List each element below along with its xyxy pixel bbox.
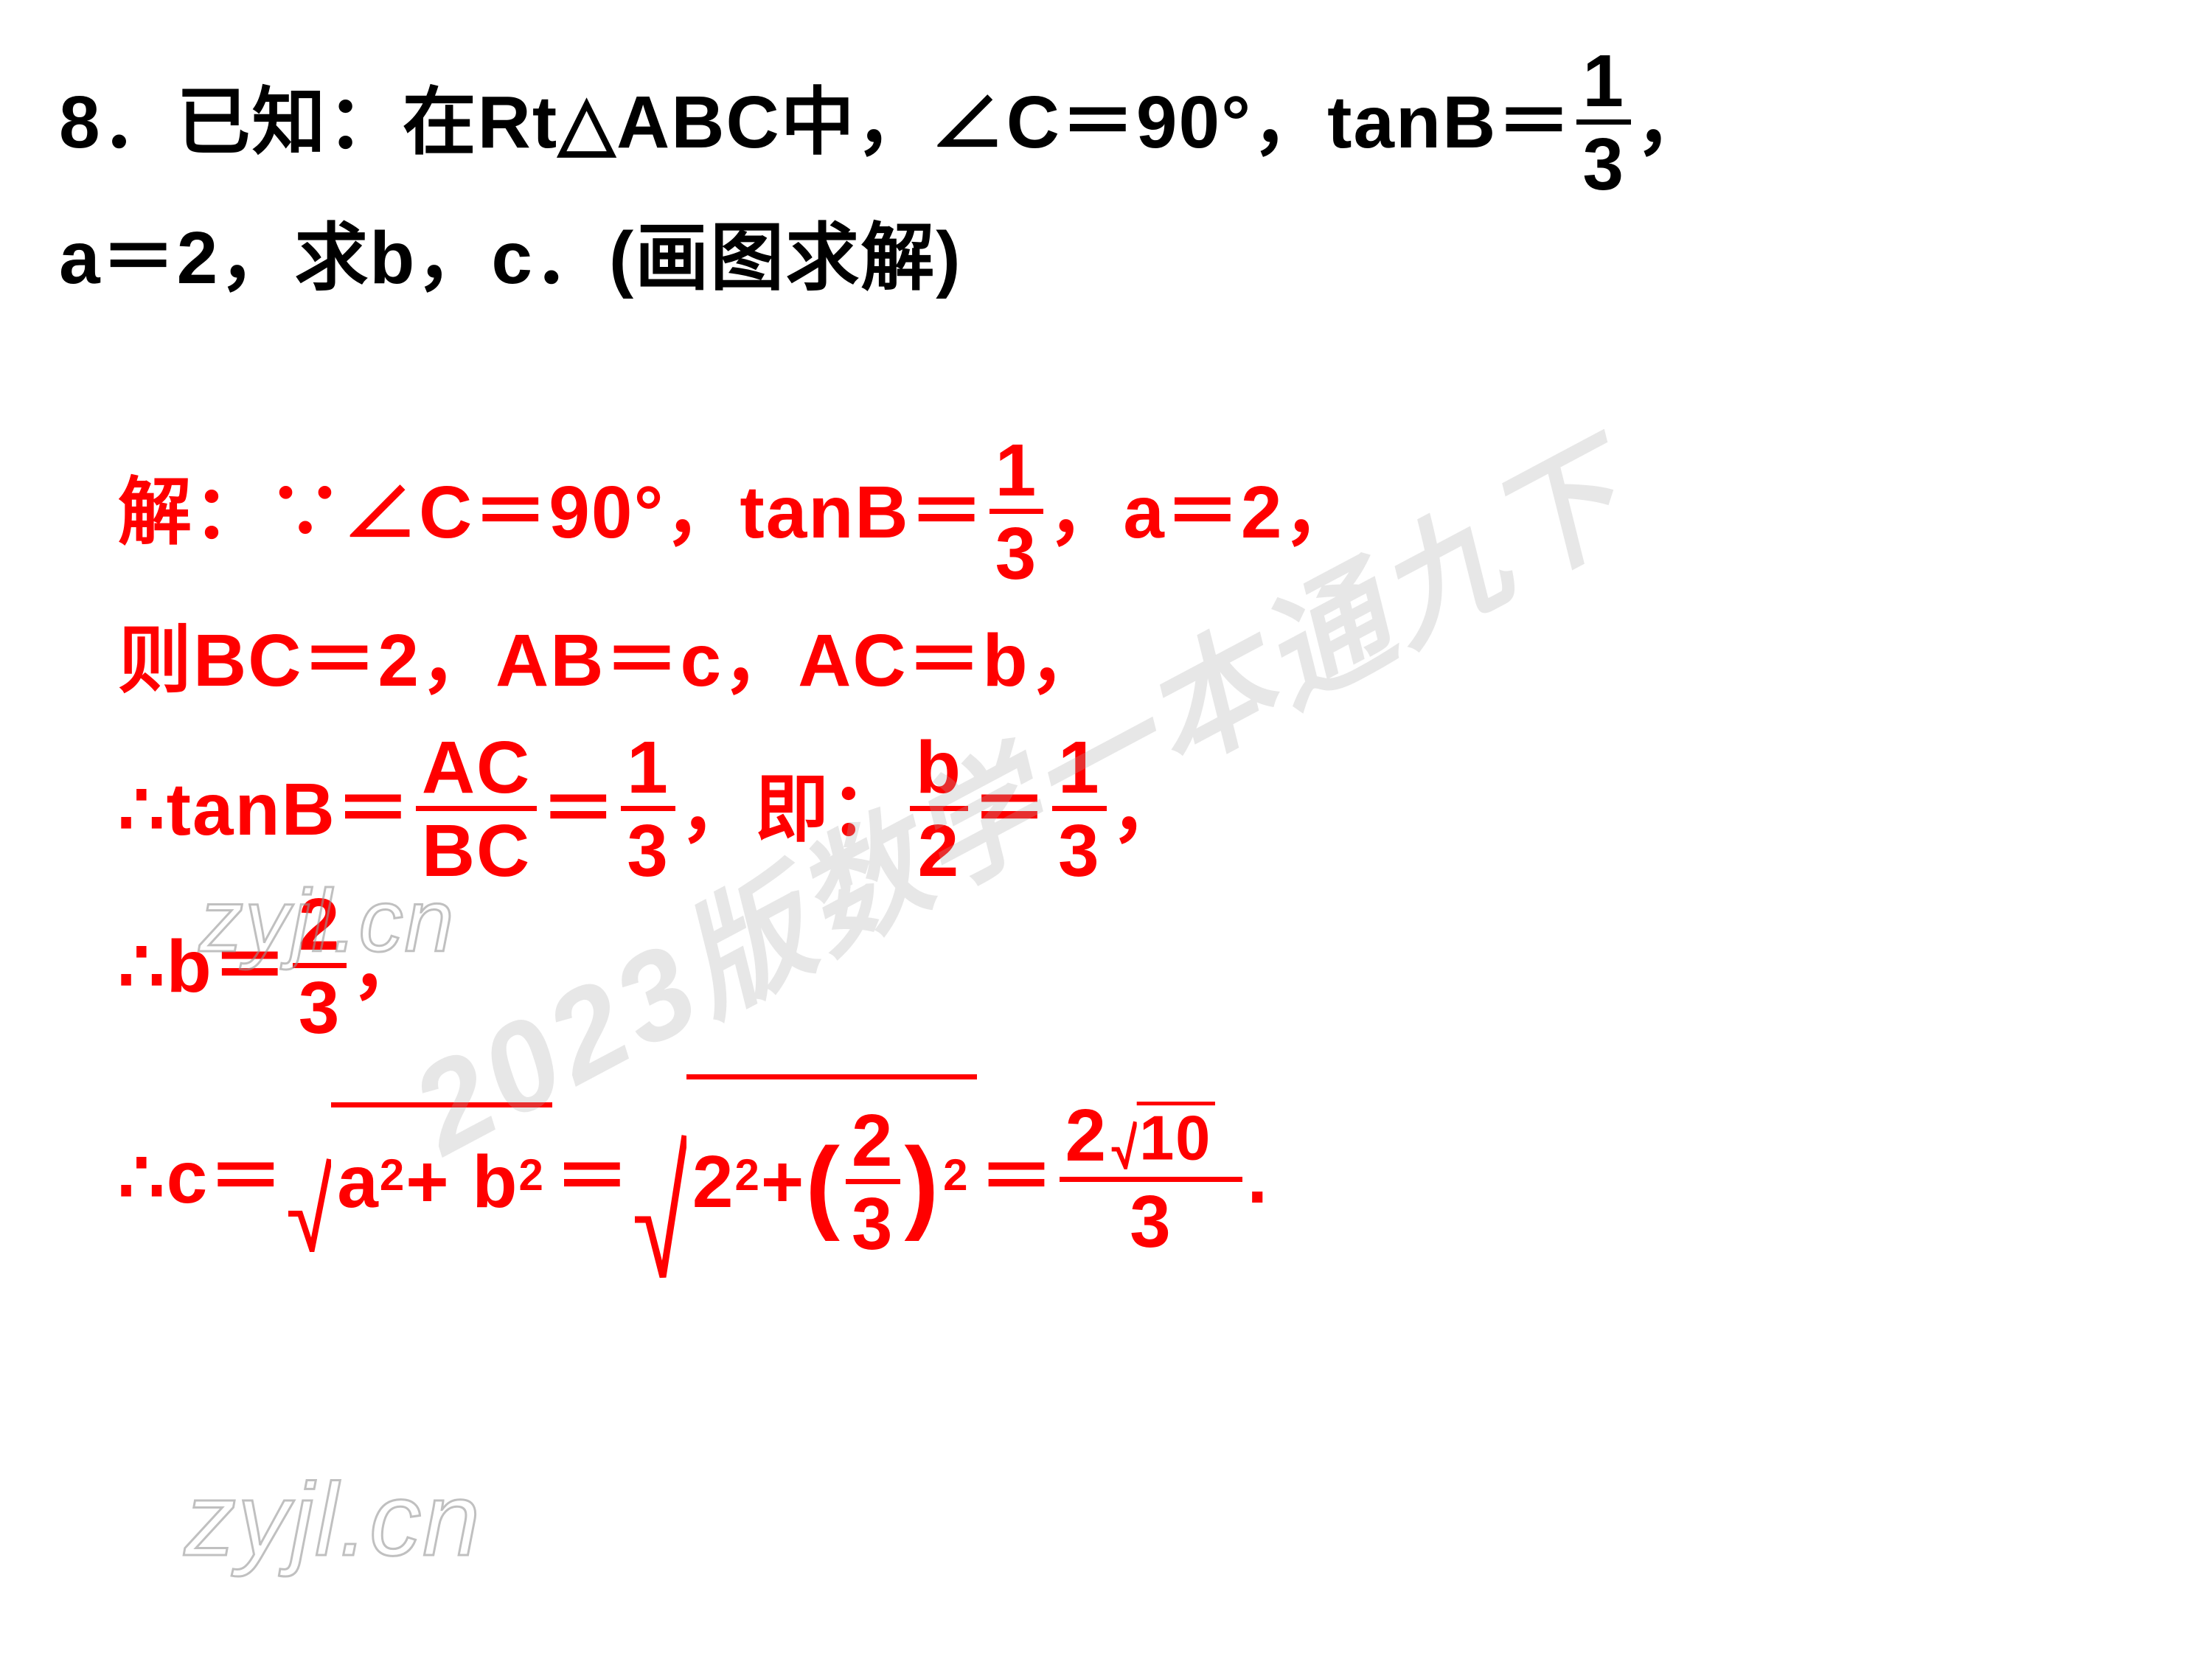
sqrt-expr-2: 2 2 + ( 2 3 ) 2: [633, 1074, 977, 1280]
plus-b: + b: [406, 1112, 518, 1252]
fraction-b-2: b 2: [910, 731, 968, 888]
problem-line-2: a＝2，求b，c．(画图求解): [59, 201, 2153, 316]
fraction-1-3-b: 1 3: [621, 731, 675, 888]
fraction-den: 3: [1576, 125, 1631, 201]
fraction-num: 2: [293, 888, 347, 963]
solution-block: 解：∵∠C＝90°，tanB＝ 1 3 ，a＝2， 则BC＝2，AB＝c，AC＝…: [118, 434, 2153, 1280]
paren-open: (: [805, 1086, 841, 1282]
solution-line-2: 则BC＝2，AB＝c，AC＝b，: [118, 591, 2153, 731]
plus: +: [761, 1112, 805, 1252]
eq-sign: ＝: [555, 1107, 630, 1248]
fraction-num: 1: [621, 731, 675, 806]
problem-line-1: 8． 已知：在Rt△ABC中，∠C＝90°，tanB＝ 1 3 ，: [59, 44, 2153, 201]
fraction-num: 1: [1052, 731, 1107, 806]
eq-sign: ＝: [973, 740, 1048, 880]
fraction-answer: 2 10 3: [1060, 1096, 1243, 1259]
sol-3a: ∴tanB＝: [118, 740, 411, 880]
sqrt-a2b2: a 2 + b 2: [287, 1102, 552, 1252]
problem-number: 8．: [59, 66, 177, 180]
radicand: a 2 + b 2: [331, 1102, 552, 1252]
period: .: [1247, 1107, 1269, 1248]
fraction-den: BC: [416, 811, 537, 888]
solution-line-4: ∴b＝ 2 3 ，: [118, 888, 2153, 1045]
fraction-den: 2: [912, 811, 967, 888]
fraction-den: 3: [293, 968, 347, 1045]
problem-text-1b: ，: [1635, 66, 1711, 180]
fraction-num: 2 10: [1060, 1096, 1243, 1177]
solution-line-3: ∴tanB＝ AC BC ＝ 1 3 ，即： b 2 ＝ 1 3: [118, 731, 2153, 888]
radicand: 2 2 + ( 2 3 ) 2: [686, 1074, 977, 1280]
problem-text-2: a＝2，求b，c．(画图求解): [59, 201, 962, 316]
sol-1b: ，a＝2，: [1048, 442, 1358, 582]
sol-2: 则BC＝2，AB＝c，AC＝b，: [118, 591, 1105, 731]
page: 2023版数学一本通九下 zyjl.cn zyjl.cn 8． 已知：在Rt△A…: [0, 0, 2212, 1659]
fraction-den: 3: [990, 514, 1044, 591]
sol-5a: ∴c＝: [118, 1107, 284, 1248]
fraction-2-3-inner: 2 3: [846, 1104, 900, 1261]
num-2: 2: [692, 1112, 735, 1252]
problem-text-1a: 已知：在Rt△ABC中，∠C＝90°，tanB＝: [177, 66, 1573, 180]
fraction-1-3: 1 3: [1576, 44, 1631, 201]
fraction-1-3-red: 1 3: [990, 434, 1044, 591]
radical-sign-icon: [287, 1102, 331, 1252]
watermark-zyjl-2: zyjl.cn: [184, 1460, 481, 1579]
solution-line-5: ∴c＝ a 2 + b 2 ＝: [118, 1074, 2153, 1280]
fraction-2-3: 2 3: [293, 888, 347, 1045]
radicand: 10: [1137, 1102, 1215, 1169]
fraction-num: AC: [416, 731, 537, 806]
radical-sign-icon: [1110, 1102, 1137, 1169]
fraction-den: 3: [621, 811, 675, 888]
fraction-ac-bc: AC BC: [416, 731, 537, 888]
sol-3c: ，: [1111, 740, 1186, 880]
sol-1a: 解：∵∠C＝90°，tanB＝: [118, 442, 985, 582]
problem-block: 8． 已知：在Rt△ABC中，∠C＝90°，tanB＝ 1 3 ， a＝2，求b…: [59, 44, 2153, 316]
eq-sign: ＝: [541, 740, 616, 880]
exponent: 2: [380, 1133, 406, 1217]
fraction-num: b: [910, 731, 968, 806]
exponent: 2: [943, 1133, 969, 1217]
fraction-1-3-c: 1 3: [1052, 731, 1107, 888]
var-a: a: [337, 1112, 380, 1252]
sol-4a: ∴b＝: [118, 897, 288, 1037]
coef-2: 2: [1065, 1099, 1108, 1172]
fraction-num: 2: [846, 1104, 900, 1179]
fraction-num: 1: [990, 434, 1044, 509]
fraction-den: 3: [1124, 1182, 1178, 1259]
exponent: 2: [735, 1133, 761, 1217]
paren-close: ): [905, 1086, 941, 1282]
exponent: 2: [519, 1133, 545, 1217]
fraction-num: 1: [1576, 44, 1631, 119]
solution-line-1: 解：∵∠C＝90°，tanB＝ 1 3 ，a＝2，: [118, 434, 2153, 591]
sol-3b: ，即：: [680, 740, 905, 880]
radical-sign-icon: [633, 1074, 686, 1280]
sqrt-10: 10: [1110, 1102, 1215, 1169]
fraction-den: 3: [846, 1184, 900, 1261]
fraction-den: 3: [1052, 811, 1107, 888]
sol-4b: ，: [351, 897, 426, 1037]
eq-sign: ＝: [980, 1107, 1055, 1248]
